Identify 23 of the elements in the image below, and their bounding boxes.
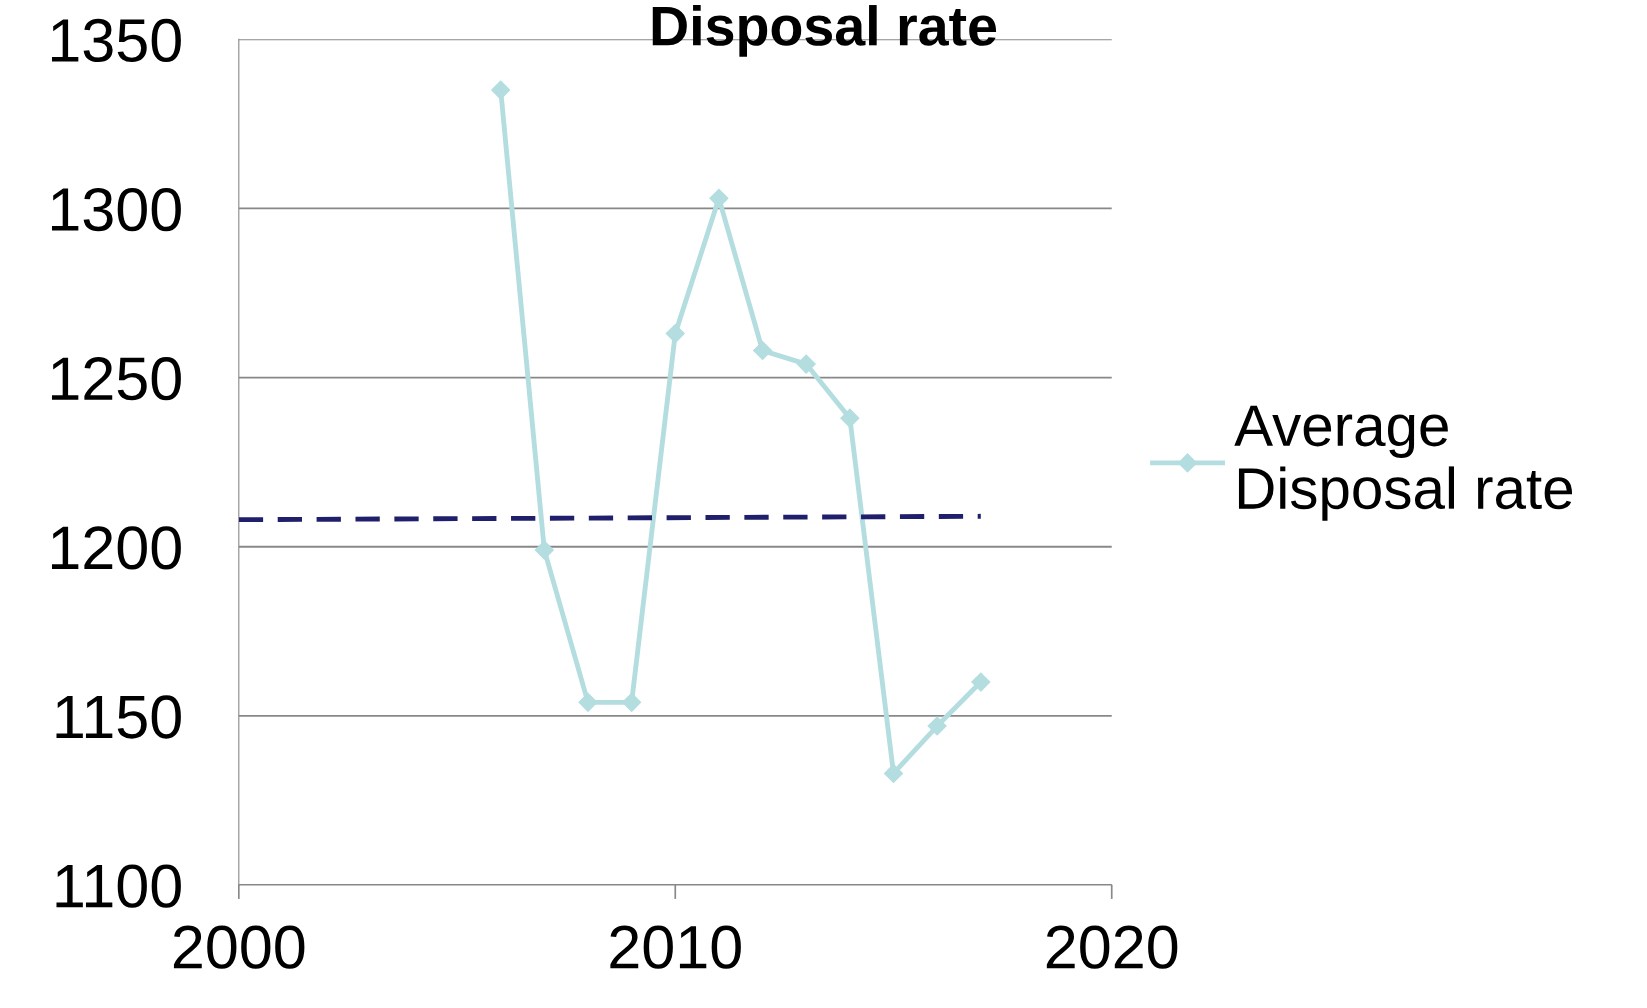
x-tick-label: 2010	[610, 925, 741, 969]
legend-label: Average Disposal rate	[1234, 405, 1573, 521]
y-tick-label: 1250	[51, 357, 181, 401]
point	[622, 692, 642, 712]
y-tick-label: 1100	[56, 864, 181, 908]
point	[840, 408, 860, 428]
y-tick-label: 1200	[51, 526, 181, 570]
y-tick-label: 1150	[56, 695, 181, 739]
point	[883, 763, 904, 783]
point	[927, 716, 947, 736]
point	[971, 672, 991, 692]
x-tick-label: 2020	[1046, 925, 1178, 969]
chart-title: Disposal rate	[652, 5, 997, 57]
point	[796, 354, 816, 374]
y-tick-label: 1300	[51, 187, 181, 232]
y-tick-label: 1350	[51, 18, 181, 63]
point	[753, 340, 773, 361]
point	[534, 540, 554, 560]
x-tick-label: 2000	[173, 925, 305, 969]
point	[578, 692, 598, 712]
point	[665, 324, 685, 344]
point	[491, 80, 511, 100]
point	[709, 188, 729, 208]
